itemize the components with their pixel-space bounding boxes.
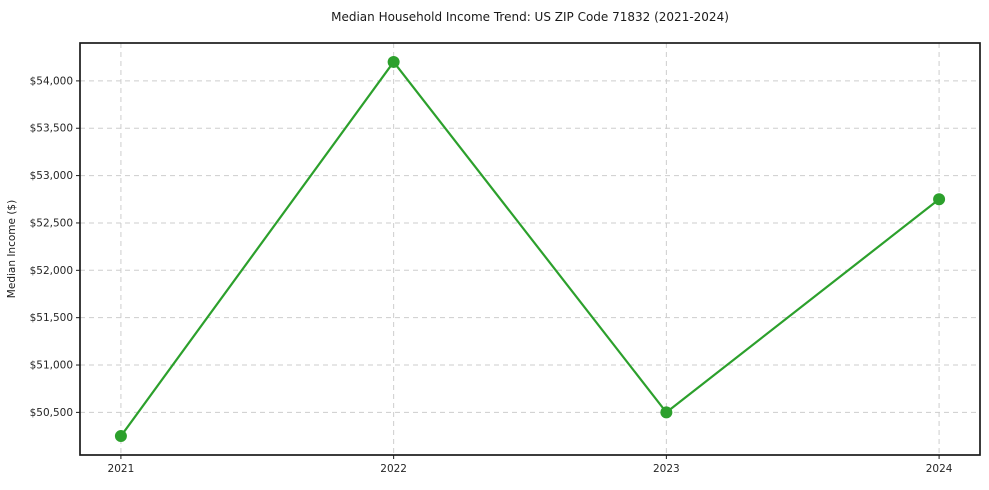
x-tick-label: 2023	[653, 463, 680, 475]
y-tick-label: $51,000	[30, 360, 73, 372]
plot-border	[79, 42, 981, 456]
data-line	[119, 60, 941, 438]
data-point	[114, 430, 127, 443]
y-tick-label: $50,500	[30, 407, 73, 419]
plot-area	[80, 43, 980, 455]
y-tick-label: $54,000	[30, 75, 73, 87]
x-tick-label: 2022	[380, 463, 407, 475]
y-tick-label: $53,000	[30, 170, 73, 182]
chart-title: Median Household Income Trend: US ZIP Co…	[331, 10, 729, 24]
y-axis-label: Median Income ($)	[6, 200, 18, 298]
gridlines	[80, 43, 980, 455]
y-tick-label: $52,000	[30, 265, 73, 277]
y-tick-label: $52,500	[30, 217, 73, 229]
y-tick-label: $53,500	[30, 123, 73, 135]
data-point	[387, 55, 400, 68]
x-tick-label: 2021	[108, 463, 135, 475]
data-point	[933, 193, 946, 206]
axis-ticks: 2021 2022 2023 2024 $50,500 $51,000 $51,500 $52…	[30, 75, 953, 475]
data-point	[660, 406, 673, 419]
x-tick-label: 2024	[926, 463, 953, 475]
data-series	[114, 55, 946, 443]
y-tick-label: $51,500	[30, 312, 73, 324]
